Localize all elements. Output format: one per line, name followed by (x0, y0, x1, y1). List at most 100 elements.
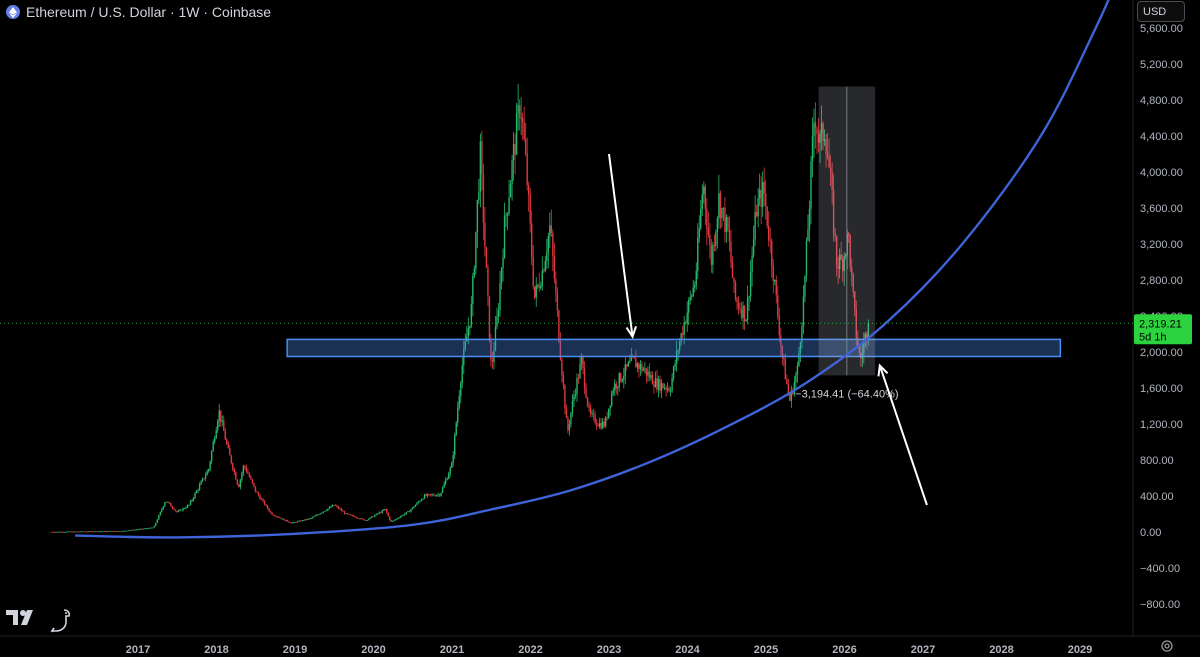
candle-body (713, 245, 716, 246)
candle-body (559, 341, 562, 360)
candle-body (70, 531, 72, 533)
candle-body (556, 292, 559, 311)
y-tick-label: 2,800.00 (1140, 275, 1183, 287)
candle-body (398, 517, 400, 519)
candle-body (360, 518, 362, 520)
x-tick-label: 2019 (283, 644, 307, 656)
candle-body (60, 531, 62, 533)
candle-body (426, 494, 429, 496)
candle-body (215, 430, 217, 439)
chart-header: Ethereum / U.S. Dollar · 1W · Coinbase (6, 3, 271, 21)
arrow-line[interactable] (608, 153, 634, 337)
y-tick-label: 400.00 (1140, 491, 1174, 503)
candle-body (481, 141, 483, 175)
candle-body (118, 531, 121, 532)
candle-body (82, 531, 85, 533)
support-zone-rect[interactable] (286, 338, 1062, 358)
symbol-title[interactable]: Ethereum / U.S. Dollar · 1W · Coinbase (26, 4, 272, 20)
candle-body (324, 510, 326, 512)
candle-body (532, 257, 534, 287)
candle-body (334, 505, 337, 507)
candle-body (224, 430, 226, 440)
candle-body (709, 235, 711, 245)
candle-body (254, 486, 257, 492)
candle-body (64, 531, 66, 533)
candle-body (402, 515, 405, 516)
candle-body (221, 420, 223, 422)
candle-body (328, 507, 331, 509)
candle-body (728, 230, 731, 242)
candle-body (790, 390, 793, 401)
candle-body (419, 501, 421, 502)
candle-body (245, 466, 248, 472)
candle-body (443, 483, 445, 488)
candle-body (598, 423, 601, 427)
candle-body (78, 531, 80, 533)
y-tick-label: 5,600.00 (1140, 23, 1183, 35)
candle-body (340, 508, 343, 511)
x-tick-label: 2024 (675, 644, 700, 656)
candle-body (802, 296, 805, 327)
candle-body (93, 531, 95, 533)
candle-body (392, 520, 394, 522)
candle-body (312, 516, 314, 519)
candle-body (346, 513, 349, 515)
candle-body (612, 390, 614, 394)
candle-body (457, 407, 459, 423)
gear-icon[interactable] (1160, 639, 1174, 657)
candle-body (796, 366, 799, 375)
candle-body (126, 530, 128, 532)
candle-body (552, 232, 554, 257)
candle-body (461, 365, 463, 383)
x-tick-label: 2027 (911, 644, 935, 656)
candle-body (571, 400, 574, 413)
currency-button[interactable]: USD (1137, 1, 1185, 22)
candle-body (342, 510, 344, 512)
candle-body (700, 208, 702, 229)
trend-curve[interactable] (75, 0, 1119, 539)
candle-body (567, 417, 569, 431)
candle-body (441, 487, 444, 493)
candle-body (681, 333, 684, 335)
candle-body (281, 518, 284, 520)
candle-body (609, 405, 611, 409)
candle-body (105, 531, 107, 533)
candle-body (706, 208, 708, 229)
candle-body (769, 240, 771, 242)
candle-body (91, 531, 94, 533)
candle-body (505, 215, 507, 217)
candle-body (300, 520, 302, 522)
candlestick-series (50, 83, 870, 533)
candle-body (435, 495, 438, 497)
candle-body (438, 494, 441, 496)
candle-body (422, 498, 424, 500)
candle-body (162, 506, 165, 509)
candle-body (393, 519, 396, 521)
candle-body (84, 531, 86, 533)
tradingview-logo-icon[interactable] (6, 607, 40, 633)
y-tick-label: 4,400.00 (1140, 131, 1183, 143)
candle-body (115, 531, 118, 533)
candle-body (220, 410, 222, 422)
candle-body (420, 499, 423, 502)
candle-body (374, 515, 376, 517)
candle-body (90, 531, 92, 533)
candle-body (143, 528, 145, 530)
candle-body (689, 296, 691, 300)
candle-body (662, 383, 664, 389)
candle-body (256, 491, 258, 493)
candle-body (386, 509, 388, 513)
last-price-badge (1134, 314, 1192, 345)
candle-body (568, 424, 571, 431)
candle-body (614, 383, 616, 391)
candle-body (452, 455, 454, 464)
candle-body (521, 118, 524, 123)
candle-body (280, 517, 282, 519)
y-tick-label: 3,200.00 (1140, 239, 1183, 251)
candle-body (133, 529, 136, 531)
candle-body (269, 511, 272, 513)
arrow-line[interactable] (878, 365, 928, 506)
candle-body (564, 385, 566, 409)
candle-body (854, 291, 856, 309)
